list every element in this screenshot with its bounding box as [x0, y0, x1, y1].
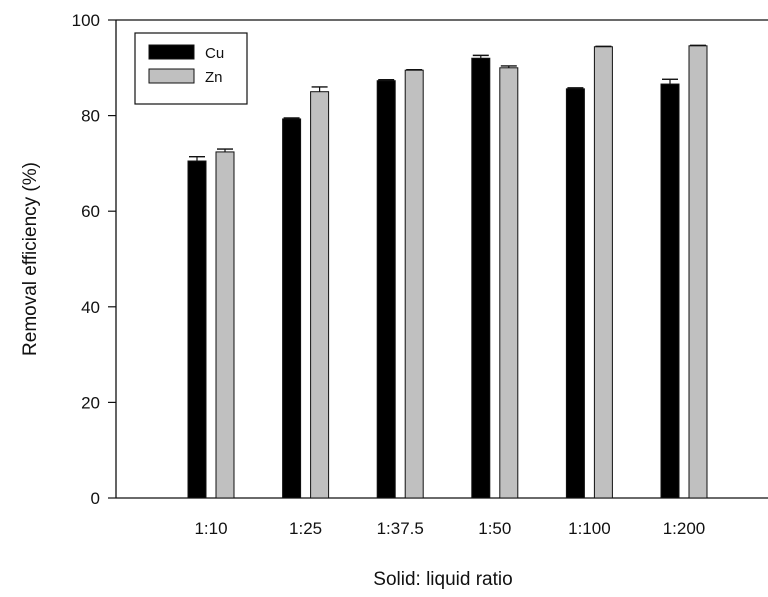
- bar-cu: [660, 83, 680, 499]
- y-tick-label: 20: [81, 393, 100, 412]
- legend-label-cu: Cu: [205, 45, 224, 62]
- x-tick-label: 1:200: [663, 519, 706, 538]
- y-tick-label: 0: [91, 489, 100, 508]
- x-axis-title: Solid: liquid ratio: [373, 569, 512, 590]
- x-tick-label: 1:25: [289, 519, 322, 538]
- bar-cu: [282, 118, 302, 499]
- legend-label-zn: Zn: [205, 69, 223, 86]
- ticks: 0 20 40 60 80 100 1:10 1:25 1:37.5 1:50 1:100 1:200: [72, 11, 706, 538]
- bar-zn: [688, 45, 708, 499]
- x-tick-label: 1:100: [568, 519, 611, 538]
- x-tick-label: 1:37.5: [377, 519, 424, 538]
- bar-zn: [499, 67, 519, 499]
- y-tick-label: 80: [81, 107, 100, 126]
- bar-zn: [310, 91, 330, 499]
- y-tick-label: 60: [81, 202, 100, 221]
- bar-cu: [565, 88, 585, 499]
- bar-cu: [471, 57, 491, 499]
- bars: [187, 44, 708, 499]
- legend-swatch-zn: [148, 68, 195, 84]
- y-tick-label: 40: [81, 298, 100, 317]
- legend-swatch-cu: [148, 44, 195, 60]
- x-tick-label: 1:50: [478, 519, 511, 538]
- bar-zn: [404, 69, 424, 499]
- bar-zn: [215, 151, 235, 499]
- bar-zn: [593, 46, 613, 499]
- y-tick-label: 100: [72, 11, 100, 30]
- bar-cu: [376, 80, 396, 499]
- y-axis-title: Removal efficiency (%): [20, 162, 41, 356]
- legend: Cu Zn: [134, 32, 248, 105]
- x-tick-label: 1:10: [194, 519, 227, 538]
- bar-cu: [187, 160, 207, 499]
